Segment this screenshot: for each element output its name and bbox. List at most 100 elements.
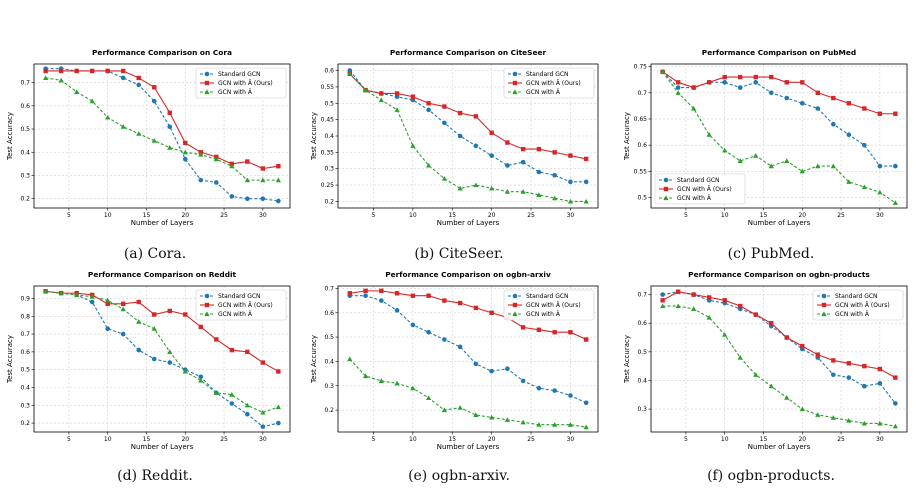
y-tick-label: 0.5 — [324, 334, 334, 341]
series-line — [349, 70, 587, 183]
y-axis-label: Test Accuracy — [623, 335, 631, 384]
series-1 — [347, 293, 589, 406]
data-point — [769, 321, 774, 326]
legend-marker — [663, 186, 669, 192]
legend-box — [503, 289, 595, 321]
data-point — [691, 105, 697, 111]
series-3 — [43, 75, 281, 183]
data-point — [442, 298, 447, 303]
legend-marker — [512, 89, 518, 95]
x-tick-label: 20 — [181, 436, 189, 443]
data-point — [568, 330, 573, 335]
data-point — [520, 159, 526, 165]
data-point — [815, 163, 821, 169]
data-point — [831, 358, 836, 363]
plot-frame — [33, 63, 291, 209]
data-point — [892, 423, 898, 429]
x-tick-label: 15 — [760, 212, 768, 219]
data-point — [441, 175, 447, 181]
data-point — [260, 360, 266, 365]
data-point — [198, 374, 204, 380]
y-tick-label: 0.5 — [637, 195, 647, 202]
y-tick-label: 0.6 — [637, 142, 647, 149]
legend-marker — [204, 71, 210, 77]
data-point — [410, 143, 416, 148]
data-point — [244, 177, 250, 183]
data-point — [893, 163, 898, 169]
data-point — [568, 179, 573, 185]
figure-caption: (a) Cora. — [124, 246, 186, 262]
x-tick-label: 20 — [488, 212, 496, 219]
data-point — [706, 132, 712, 137]
series-3 — [43, 288, 281, 415]
legend-label: GCN with Ã (Ours) — [677, 186, 732, 193]
legend-label: Standard GCN — [218, 71, 261, 78]
data-point — [426, 395, 432, 401]
data-point — [722, 298, 727, 303]
data-point — [394, 380, 400, 386]
data-point — [768, 383, 774, 389]
data-point — [892, 200, 898, 205]
data-point — [58, 77, 64, 83]
data-point — [815, 106, 821, 111]
data-point — [737, 158, 743, 163]
legend-label: GCN with Â — [218, 89, 253, 96]
x-tick-label: 10 — [104, 212, 112, 219]
data-point — [862, 142, 867, 148]
series-3 — [660, 303, 898, 429]
y-tick-label: 0.55 — [321, 84, 335, 91]
legend-label: GCN with Ã (Ours) — [526, 80, 581, 87]
y-tick-label: 0.3 — [637, 406, 647, 413]
data-point — [198, 177, 204, 183]
data-point — [799, 100, 805, 106]
chart-title: Performance Comparison on CiteSeer — [390, 48, 547, 57]
data-point — [362, 87, 369, 93]
data-point — [394, 291, 400, 296]
data-point — [457, 185, 463, 191]
data-point — [426, 107, 431, 113]
data-point — [457, 344, 463, 350]
data-point — [347, 71, 353, 76]
data-point — [136, 319, 142, 324]
legend: Standard GCN GCN with Ã (Ours) GCN with Â — [195, 289, 287, 321]
data-point — [182, 156, 188, 162]
data-point — [105, 114, 111, 120]
y-tick-label: 0.65 — [634, 116, 648, 123]
y-tick-label: 0.4 — [324, 358, 334, 365]
data-point — [660, 298, 665, 303]
figure-caption: (e) ogbn-arxiv. — [408, 468, 510, 484]
chart-panel-5: Performance Comparison on ogbn-arxiv 0.2 0… — [310, 270, 599, 484]
series-1 — [347, 68, 589, 185]
legend-marker — [821, 311, 827, 317]
data-point — [846, 375, 852, 380]
data-point — [893, 375, 898, 380]
data-point — [213, 156, 219, 162]
data-point — [89, 68, 95, 74]
data-point — [183, 140, 188, 146]
x-tick-label: 30 — [876, 212, 884, 219]
y-tick-label: 0.45 — [321, 117, 335, 124]
data-point — [105, 326, 110, 332]
data-point — [846, 101, 852, 106]
chart-title: Performance Comparison on PubMed — [702, 48, 856, 57]
data-point — [831, 372, 836, 378]
data-point — [738, 303, 743, 309]
data-point — [583, 337, 589, 342]
data-point — [74, 89, 80, 94]
y-axis-label: Test Accuracy — [310, 112, 318, 161]
data-point — [675, 80, 681, 85]
x-tick-label: 15 — [143, 436, 151, 443]
data-point — [245, 196, 250, 202]
data-point — [43, 75, 49, 81]
x-tick-label: 5 — [67, 436, 71, 443]
data-point — [260, 196, 266, 202]
x-tick-label: 5 — [372, 212, 376, 219]
data-point — [768, 163, 774, 169]
x-tick-label: 30 — [567, 212, 575, 219]
y-tick-label: 0.6 — [637, 320, 647, 327]
data-point — [520, 189, 526, 194]
data-point — [722, 147, 728, 153]
data-point — [378, 97, 384, 103]
data-point — [276, 198, 281, 204]
legend-label: GCN with Ã (Ours) — [526, 302, 581, 309]
